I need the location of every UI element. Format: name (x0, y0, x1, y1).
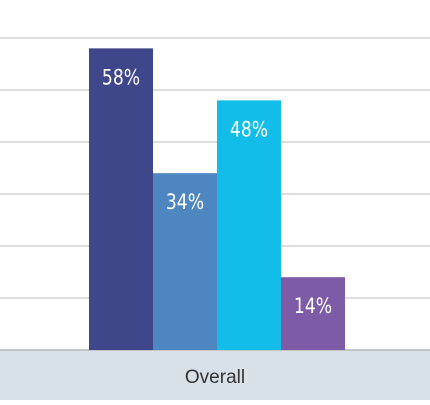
value-label: 48% (230, 117, 268, 142)
bar (89, 48, 153, 350)
value-label: 14% (294, 294, 332, 319)
category-band (0, 351, 430, 400)
bar (153, 173, 217, 350)
bar (217, 100, 281, 351)
value-label: 34% (166, 190, 204, 215)
value-label: 58% (102, 65, 140, 90)
x-tick-label: Overall (185, 367, 245, 388)
bar (281, 277, 345, 350)
